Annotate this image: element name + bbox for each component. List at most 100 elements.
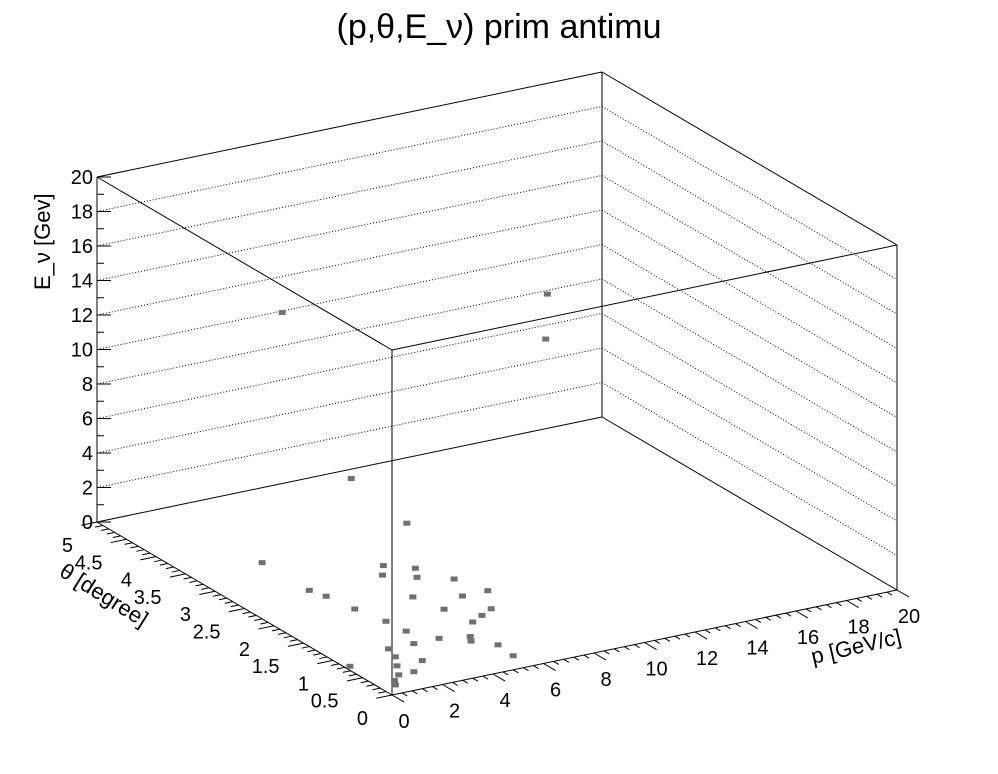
- grid-lines: [96, 106, 898, 556]
- y-tick-label: 0: [357, 708, 368, 730]
- y-minor-tick: [336, 666, 345, 670]
- data-point: [258, 560, 266, 566]
- x-minor-tick: [876, 593, 883, 598]
- x-minor-tick: [674, 635, 681, 640]
- x-minor-tick: [704, 629, 711, 634]
- axis-ticks: [81, 176, 910, 703]
- box-edge: [96, 416, 603, 523]
- y-minor-tick: [301, 646, 310, 649]
- y-minor-tick: [142, 552, 151, 556]
- x-tick-label: 12: [696, 648, 718, 670]
- box-edge: [601, 71, 898, 246]
- y-major-tick: [110, 538, 127, 544]
- y-minor-tick: [189, 580, 198, 583]
- y-tick-label: 4: [121, 570, 132, 592]
- z-tick-label: 16: [71, 236, 93, 258]
- x-major-tick: [896, 589, 910, 598]
- x-minor-tick: [411, 690, 418, 695]
- z-tick-label: 0: [82, 512, 93, 534]
- y-minor-tick: [136, 549, 145, 552]
- y-major-tick: [199, 590, 216, 595]
- x-major-tick: [644, 642, 657, 651]
- box-edge: [391, 244, 898, 351]
- x-minor-tick: [583, 654, 590, 659]
- y-minor-tick: [165, 566, 174, 570]
- data-point: [411, 565, 419, 571]
- grid-line-back-wall: [96, 106, 603, 212]
- x-minor-tick: [523, 667, 529, 672]
- data-point: [278, 309, 286, 315]
- grid-line-side-wall: [601, 244, 898, 418]
- grid-line-back-wall: [96, 209, 603, 316]
- x-minor-tick: [624, 646, 630, 651]
- x-tick-label: 18: [847, 617, 869, 639]
- x-major-tick: [593, 652, 607, 661]
- x-minor-tick: [815, 606, 822, 611]
- y-minor-tick: [372, 687, 381, 691]
- grid-line-back-wall: [96, 347, 603, 454]
- data-points: [258, 291, 551, 688]
- y-minor-tick: [230, 604, 239, 608]
- grid-line-side-wall: [601, 313, 898, 487]
- y-tick-label: 2.5: [193, 622, 221, 644]
- data-point: [351, 606, 359, 612]
- y-minor-tick: [330, 663, 340, 666]
- y-tick-label: 3.5: [134, 587, 162, 609]
- y-minor-tick: [224, 601, 233, 604]
- grid-line-back-wall: [96, 175, 603, 281]
- x-tick-label: 10: [645, 659, 667, 681]
- y-minor-tick: [201, 587, 210, 590]
- data-point: [409, 594, 417, 600]
- data-point: [395, 672, 403, 678]
- x-minor-tick: [613, 648, 620, 653]
- x-minor-tick: [432, 686, 438, 691]
- x-major-tick: [442, 684, 455, 693]
- y-minor-tick: [153, 559, 163, 563]
- x-minor-tick: [765, 616, 772, 621]
- data-point: [466, 634, 474, 640]
- y-major-tick: [228, 608, 245, 613]
- z-tick-label: 10: [71, 340, 93, 362]
- x-minor-tick: [512, 669, 519, 674]
- grid-line-side-wall: [601, 106, 898, 280]
- x-minor-tick: [401, 692, 408, 697]
- x-minor-tick: [785, 612, 792, 617]
- box-edge: [96, 71, 603, 178]
- data-point: [509, 653, 517, 659]
- x-minor-tick: [603, 650, 610, 655]
- y-minor-tick: [130, 545, 139, 549]
- grid-line-back-wall: [96, 313, 603, 419]
- data-point: [391, 677, 398, 683]
- y-minor-tick: [348, 673, 357, 677]
- box-edge: [96, 176, 393, 351]
- box-frame: [96, 71, 898, 696]
- x-major-tick: [543, 663, 556, 672]
- data-point: [469, 619, 477, 625]
- y-major-tick: [287, 642, 304, 647]
- y-tick-label: 4.5: [75, 552, 103, 574]
- y-minor-tick: [159, 563, 168, 566]
- data-point: [487, 606, 495, 612]
- x-tick-label: 14: [746, 638, 768, 660]
- data-point: [435, 635, 443, 641]
- z-tick-label: 4: [82, 443, 93, 465]
- y-tick-label: 1: [298, 673, 309, 695]
- y-major-tick: [81, 521, 98, 526]
- z-tick-label: 2: [82, 478, 93, 500]
- z-tick-label: 20: [71, 167, 93, 189]
- y-major-tick: [258, 625, 275, 630]
- y-minor-tick: [94, 524, 104, 528]
- y-minor-tick: [260, 621, 269, 625]
- y-minor-tick: [283, 635, 292, 639]
- grid-line-back-wall: [96, 140, 603, 247]
- y-minor-tick: [307, 649, 316, 653]
- chart-title: (p,θ,E_ν) prim antimu: [337, 8, 662, 46]
- x-minor-tick: [805, 608, 812, 613]
- x-minor-tick: [533, 665, 539, 670]
- x-minor-tick: [664, 637, 671, 642]
- box-edge: [601, 416, 898, 591]
- x-tick-label: 6: [550, 680, 561, 702]
- data-point: [413, 574, 421, 580]
- x-tick-label: 0: [398, 711, 409, 733]
